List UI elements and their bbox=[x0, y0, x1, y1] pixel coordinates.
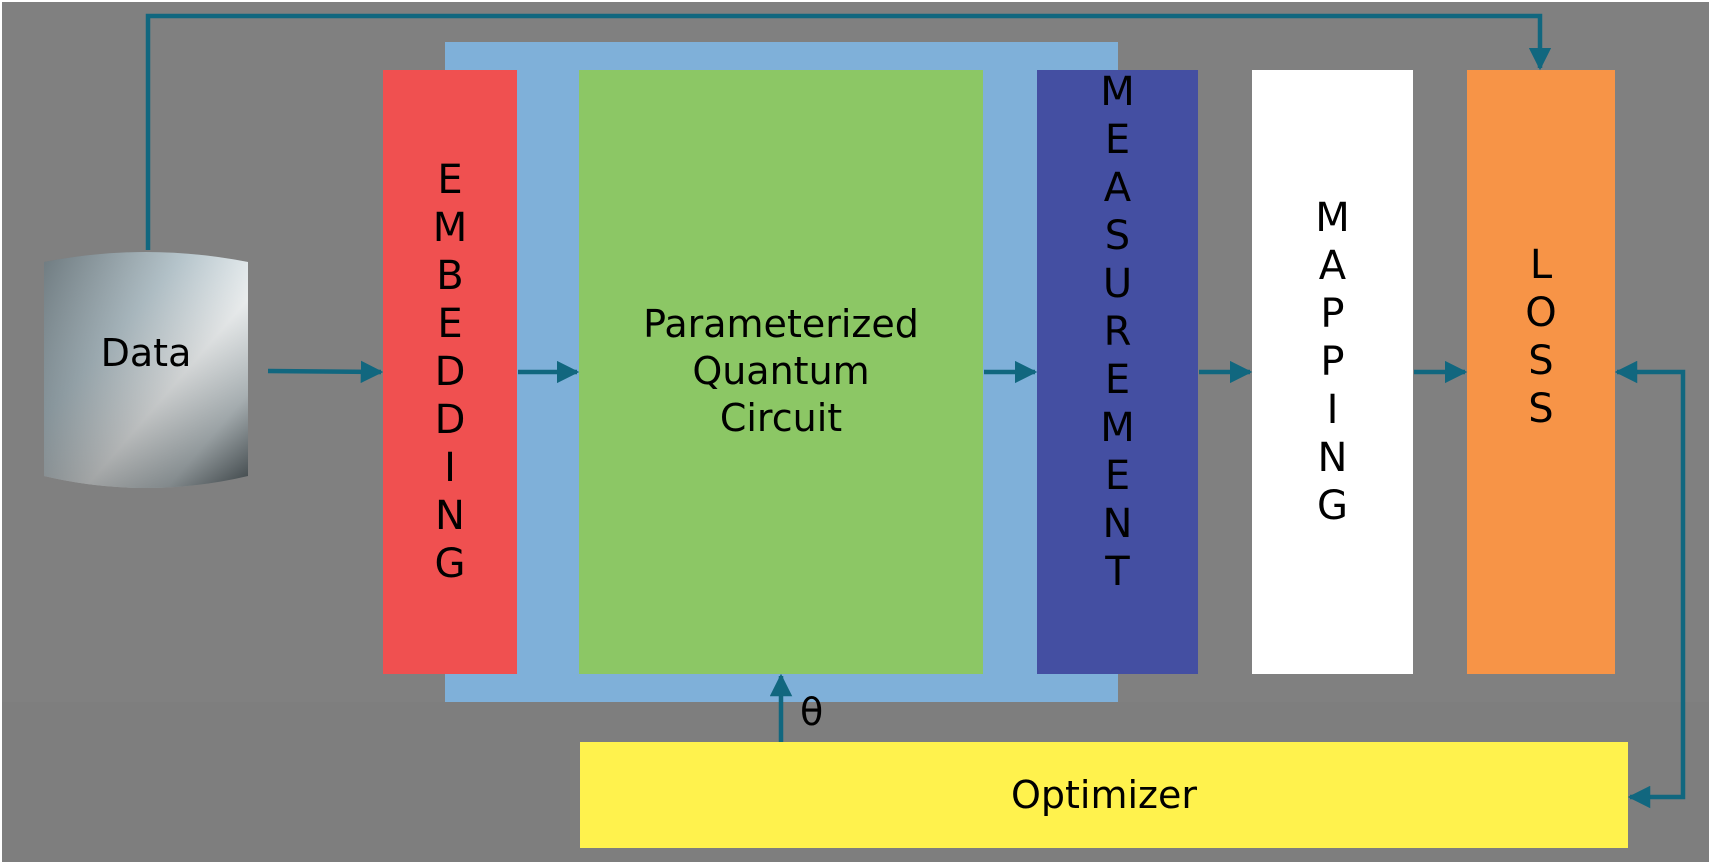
label-letter: R bbox=[1103, 309, 1132, 355]
label-letter: M bbox=[1100, 405, 1135, 451]
circuit-block: Parameterized Quantum Circuit bbox=[579, 70, 983, 674]
label-letter: E bbox=[437, 301, 463, 347]
label-letter: U bbox=[1102, 261, 1133, 307]
label-letter: B bbox=[436, 253, 464, 299]
edge-data-loss bbox=[145, 13, 1552, 250]
label-letter: E bbox=[1104, 357, 1131, 403]
label-letter: N bbox=[1317, 435, 1348, 481]
optimizer-block: Optimizer bbox=[580, 742, 1628, 848]
label-letter: T bbox=[1105, 549, 1130, 595]
edge-data-embedding bbox=[267, 360, 384, 384]
label-letter: E bbox=[1104, 117, 1131, 163]
label-letter: E bbox=[1104, 453, 1131, 499]
label-letter: G bbox=[434, 541, 466, 587]
label-letter: N bbox=[435, 493, 465, 539]
data-node: Data bbox=[42, 248, 250, 494]
label-letter: N bbox=[1102, 501, 1133, 547]
label-letter: L bbox=[1529, 242, 1553, 288]
label-letter: E bbox=[437, 157, 463, 203]
label-letter: I bbox=[444, 445, 456, 491]
label-letter: S bbox=[1528, 338, 1554, 384]
label-letter: M bbox=[1315, 195, 1350, 241]
label-letter: G bbox=[1316, 483, 1348, 529]
data-label: Data bbox=[100, 331, 192, 375]
label-letter: P bbox=[1320, 339, 1345, 385]
label-letter: M bbox=[1100, 69, 1135, 115]
label-letter: I bbox=[1326, 387, 1339, 433]
label-letter: P bbox=[1320, 291, 1345, 337]
label-letter: S bbox=[1104, 213, 1131, 259]
label-letter: A bbox=[1318, 243, 1347, 289]
label-letter: O bbox=[1525, 290, 1557, 336]
edge-loss-optimizer bbox=[1614, 360, 1686, 809]
label-letter: D bbox=[434, 349, 466, 395]
label-letter: M bbox=[432, 205, 468, 251]
label-letter: S bbox=[1528, 386, 1554, 432]
label-letter: A bbox=[1103, 165, 1132, 211]
database-cylinder-icon bbox=[44, 252, 248, 488]
circuit-label: Parameterized Quantum Circuit bbox=[643, 302, 919, 440]
label-letter: D bbox=[434, 397, 466, 443]
theta-label: θ bbox=[800, 690, 824, 734]
optimizer-label: Optimizer bbox=[1010, 773, 1197, 817]
